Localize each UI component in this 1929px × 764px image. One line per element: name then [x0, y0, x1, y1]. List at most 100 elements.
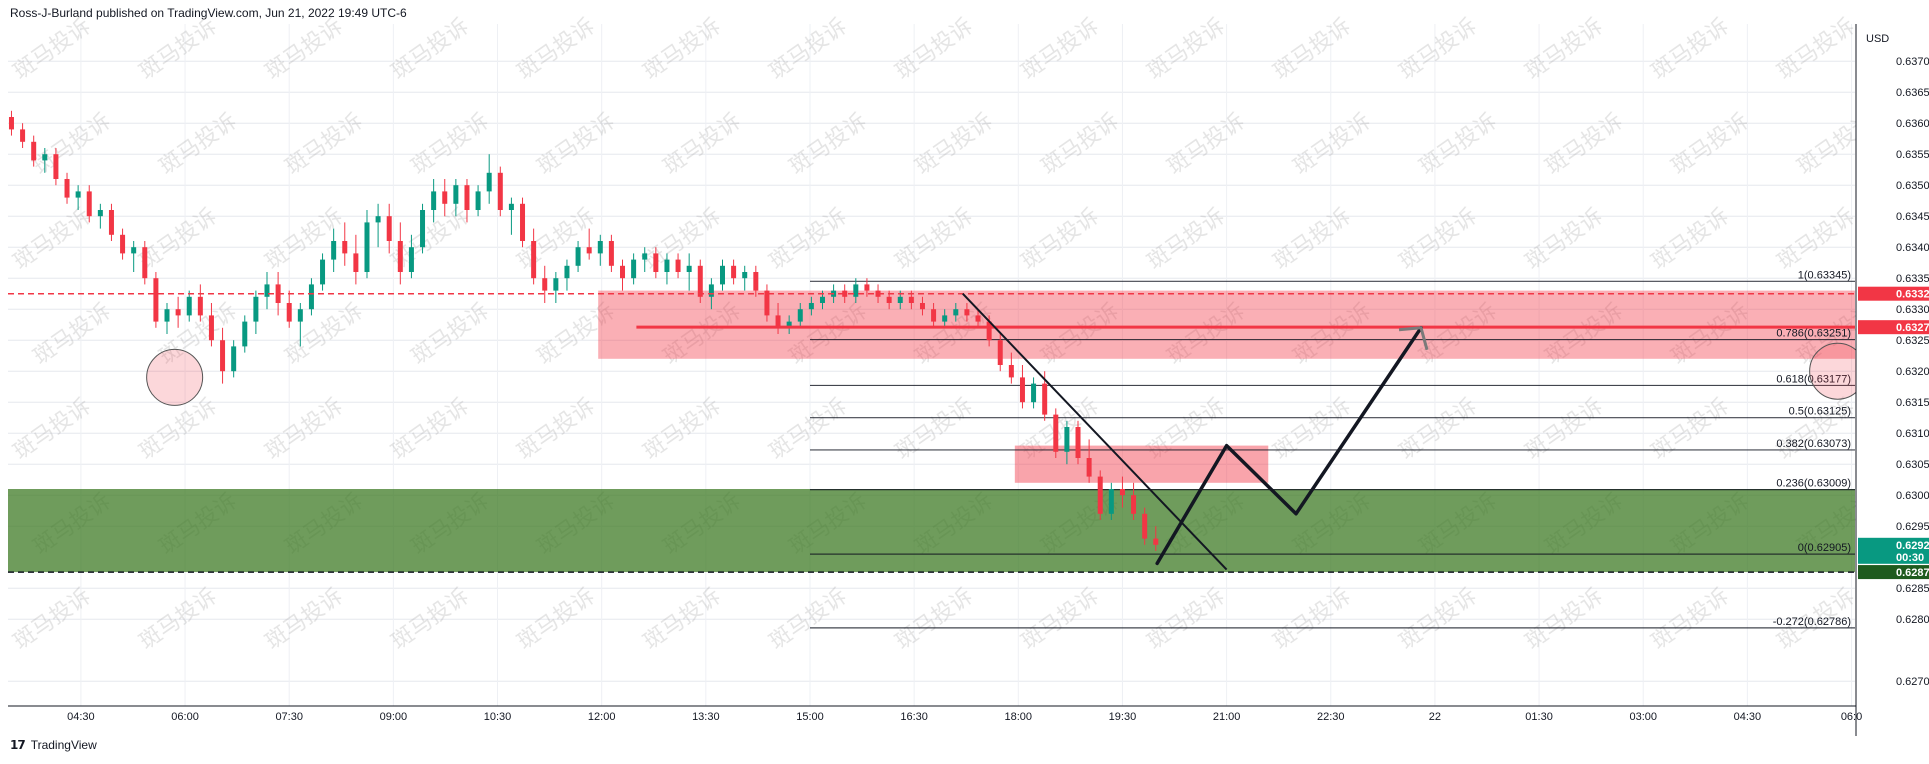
candle-body [808, 303, 814, 310]
watermark-text: 斑马投诉 [1521, 14, 1607, 85]
watermark-text: 斑马投诉 [261, 204, 347, 275]
candle-body [520, 203, 526, 241]
projection-path [1155, 326, 1423, 566]
countdown-label: 00:30 [1896, 552, 1924, 564]
candle-body [20, 129, 26, 142]
watermark-text: 斑马投诉 [1017, 204, 1103, 275]
highlight-circle [146, 348, 204, 406]
x-tick-label: 04:30 [67, 711, 95, 723]
candle-body [653, 253, 659, 272]
candle-body [697, 265, 703, 297]
watermark-text: 斑马投诉 [1143, 204, 1229, 275]
candle-body [64, 179, 70, 198]
candle-body [386, 216, 392, 241]
candle-body [508, 203, 514, 210]
watermark-text: 斑马投诉 [407, 109, 493, 180]
candle-body [553, 278, 559, 291]
candle-body [742, 272, 748, 279]
candle-body [8, 117, 14, 130]
candle-body [964, 309, 970, 316]
candle-body [486, 172, 492, 192]
candle-body [975, 315, 981, 322]
candle-body [842, 290, 848, 297]
price-tag-bg [1858, 565, 1929, 580]
price-tag-label: 0.63325 [1896, 289, 1929, 301]
watermark-text: 斑马投诉 [1521, 204, 1607, 275]
fibonacci-layer: 1(0.63345) 0.786(0.63251) 0.618(0.63177) 0.… [809, 269, 1855, 629]
candle-body [353, 253, 359, 272]
x-tick-label: 18:00 [1005, 711, 1033, 723]
candle-body [1008, 365, 1014, 378]
candle-body [1108, 489, 1114, 514]
x-tick-label: 06:00 [171, 711, 199, 723]
candle-body [853, 284, 859, 297]
candle-body [764, 290, 770, 316]
candle-body [1131, 495, 1137, 514]
candle-body [1153, 538, 1159, 545]
candle-body [797, 309, 803, 322]
watermark-text: 斑马投诉 [1647, 394, 1733, 465]
drawings-layer [8, 292, 1867, 573]
candle-body [1031, 383, 1037, 403]
watermark-text: 斑马投诉 [533, 109, 619, 180]
watermark-text: 斑马投诉 [765, 14, 851, 85]
watermark-text: 斑马投诉 [785, 109, 871, 180]
watermark-text: 斑马投诉 [1269, 204, 1355, 275]
candle-body [531, 241, 537, 279]
candle-body [308, 284, 314, 310]
price-axis-bg [1856, 0, 1929, 730]
x-tick-label: 07:30 [275, 711, 303, 723]
watermark-text: 斑马投诉 [1163, 109, 1249, 180]
candle-body [1019, 377, 1025, 403]
candle-body [431, 191, 437, 210]
candle-body [642, 253, 648, 260]
watermark-text: 斑马投诉 [765, 204, 851, 275]
candle-body [108, 210, 114, 235]
candle-body [564, 265, 570, 279]
publisher-header: Ross-J-Burland published on TradingView.… [10, 6, 407, 20]
watermark-text: 斑马投诉 [891, 394, 977, 465]
candle-body [1142, 513, 1148, 539]
candle-body [997, 340, 1003, 365]
x-tick-label: 22:30 [1317, 711, 1345, 723]
watermark-text: 斑马投诉 [1773, 394, 1859, 465]
watermark-text: 斑马投诉 [911, 109, 997, 180]
watermark-text: 斑马投诉 [1395, 14, 1481, 85]
price-tag-bg [1858, 286, 1929, 301]
watermark-text: 斑马投诉 [1395, 204, 1481, 275]
candle-body [1097, 476, 1103, 514]
candle-body [897, 296, 903, 303]
watermark-text: 斑马投诉 [9, 204, 95, 275]
candle-body [220, 340, 226, 372]
demand-zone [8, 489, 1855, 573]
candle-body [1064, 427, 1070, 452]
candle-body [708, 284, 714, 297]
watermark-text: 斑马投诉 [9, 394, 95, 465]
watermark-text: 斑马投诉 [1647, 14, 1733, 85]
candle-body [420, 210, 426, 248]
candle-body [42, 154, 48, 161]
candle-body [786, 321, 792, 328]
watermark-text: 斑马投诉 [1143, 14, 1229, 85]
candle-body [1075, 427, 1081, 458]
candle-body [864, 284, 870, 291]
candle-body [775, 315, 781, 328]
fib-level-label: 0(0.62905) [1798, 542, 1851, 554]
candle-body [931, 309, 937, 322]
footer: 𝟭𝟳 TradingView [10, 738, 97, 752]
x-tick-label: 04:30 [1734, 711, 1762, 723]
